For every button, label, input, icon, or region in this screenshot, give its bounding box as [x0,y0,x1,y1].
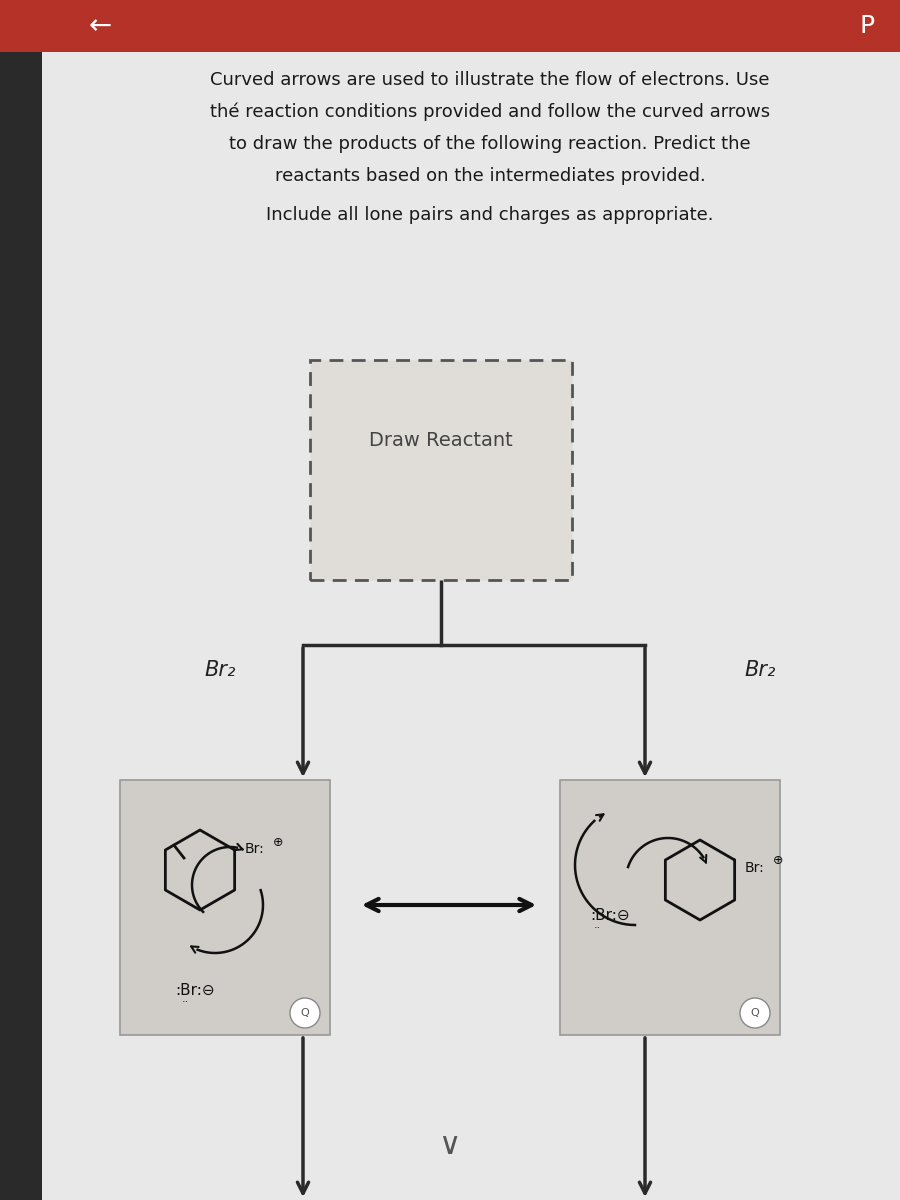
Text: P: P [860,14,875,38]
Circle shape [740,998,770,1028]
Circle shape [290,998,320,1028]
Text: Curved arrows are used to illustrate the flow of electrons. Use: Curved arrows are used to illustrate the… [211,71,770,89]
Text: to draw the products of the following reaction. Predict the: to draw the products of the following re… [230,134,751,152]
Text: Br₂: Br₂ [204,660,236,680]
Text: Q: Q [751,1008,760,1018]
Bar [0,0,900,52]
Text: ←: ← [88,12,112,40]
Text: Br₂: Br₂ [744,660,776,680]
Text: Draw Reactant: Draw Reactant [369,431,513,450]
Text: Q: Q [301,1008,310,1018]
Text: ⊕: ⊕ [273,835,284,848]
Bar [120,780,330,1034]
Text: ··: ·· [182,997,189,1007]
Text: :Br:⊖: :Br:⊖ [590,907,630,923]
Bar [0,35,42,1200]
Text: Br:: Br: [745,862,765,875]
Text: ··: ·· [593,923,600,934]
Text: Include all lone pairs and charges as appropriate.: Include all lone pairs and charges as ap… [266,206,714,224]
Text: ⊕: ⊕ [773,853,784,866]
Text: thé reaction conditions provided and follow the curved arrows: thé reaction conditions provided and fo… [210,103,770,121]
Bar [310,360,572,580]
Text: ∨: ∨ [437,1130,460,1159]
Bar [560,780,780,1034]
Text: :Br:⊖: :Br:⊖ [176,983,215,997]
Text: reactants based on the intermediates provided.: reactants based on the intermediates pro… [274,167,706,185]
Text: Br:: Br: [245,842,265,856]
